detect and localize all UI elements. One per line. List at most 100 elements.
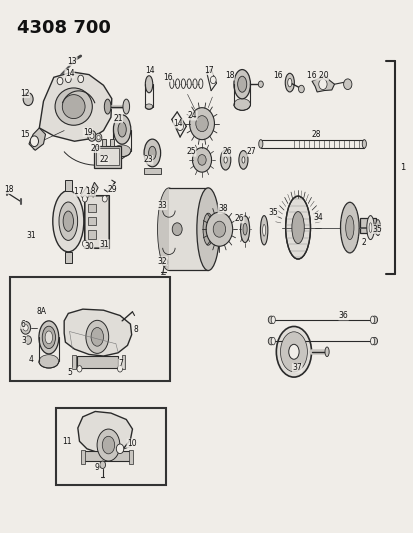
Ellipse shape <box>113 145 131 157</box>
Circle shape <box>116 444 123 454</box>
Bar <box>83 451 131 461</box>
Text: 7: 7 <box>118 359 123 368</box>
Text: 26: 26 <box>234 214 244 223</box>
Text: 4308 700: 4308 700 <box>17 19 110 37</box>
Text: 31: 31 <box>26 231 36 240</box>
Circle shape <box>192 148 211 172</box>
Text: 14: 14 <box>145 66 154 75</box>
Ellipse shape <box>285 74 294 92</box>
Ellipse shape <box>240 216 249 243</box>
Bar <box>76 356 118 368</box>
Ellipse shape <box>287 78 291 87</box>
Circle shape <box>97 135 100 140</box>
Text: 25: 25 <box>186 148 196 156</box>
Text: 38: 38 <box>217 205 227 213</box>
Ellipse shape <box>97 429 120 461</box>
Text: 24: 24 <box>187 111 197 120</box>
Polygon shape <box>81 187 90 201</box>
Ellipse shape <box>291 212 304 244</box>
Ellipse shape <box>123 99 129 114</box>
Ellipse shape <box>62 94 85 118</box>
Ellipse shape <box>42 326 55 349</box>
Circle shape <box>258 81 263 87</box>
Circle shape <box>172 223 182 236</box>
Ellipse shape <box>233 99 250 110</box>
Text: 36: 36 <box>338 311 348 320</box>
Ellipse shape <box>59 202 78 240</box>
Circle shape <box>82 196 87 202</box>
Text: 3: 3 <box>21 336 26 344</box>
Text: 6: 6 <box>20 320 25 328</box>
Ellipse shape <box>55 88 92 125</box>
Text: 17 18: 17 18 <box>74 188 95 196</box>
Bar <box>65 180 71 191</box>
Circle shape <box>102 240 107 247</box>
Polygon shape <box>90 182 98 197</box>
Text: 18: 18 <box>5 185 14 193</box>
Bar <box>129 450 133 464</box>
Text: 22: 22 <box>100 156 109 164</box>
Text: 13: 13 <box>67 57 77 66</box>
Polygon shape <box>29 128 45 150</box>
Circle shape <box>78 75 83 83</box>
Ellipse shape <box>366 215 373 240</box>
Text: 17: 17 <box>204 66 214 75</box>
Circle shape <box>268 337 273 345</box>
Text: 26: 26 <box>221 148 231 156</box>
Circle shape <box>102 196 107 202</box>
Circle shape <box>57 77 63 85</box>
Bar <box>88 217 95 225</box>
Ellipse shape <box>39 321 59 354</box>
Bar <box>85 196 108 247</box>
Circle shape <box>197 155 206 165</box>
Circle shape <box>371 316 377 324</box>
Polygon shape <box>39 72 112 141</box>
Circle shape <box>213 221 225 237</box>
Text: 2: 2 <box>360 238 365 247</box>
Text: 35: 35 <box>372 225 382 233</box>
Ellipse shape <box>145 76 152 93</box>
Circle shape <box>268 316 273 324</box>
Bar <box>81 450 85 464</box>
Circle shape <box>318 79 326 90</box>
Text: 12: 12 <box>20 89 29 98</box>
Circle shape <box>95 133 102 142</box>
Bar <box>359 218 375 233</box>
Ellipse shape <box>285 196 310 259</box>
Ellipse shape <box>237 76 246 92</box>
Ellipse shape <box>118 122 126 137</box>
Bar <box>110 139 114 146</box>
Ellipse shape <box>39 355 59 368</box>
Text: 37: 37 <box>292 364 301 372</box>
Ellipse shape <box>324 347 328 357</box>
Text: 8A: 8A <box>36 308 46 316</box>
Text: 29: 29 <box>107 185 117 193</box>
Ellipse shape <box>145 104 152 109</box>
Ellipse shape <box>85 320 108 353</box>
Circle shape <box>189 108 214 140</box>
Circle shape <box>25 336 31 344</box>
Bar <box>169 188 208 271</box>
Ellipse shape <box>220 150 230 170</box>
Circle shape <box>206 212 232 246</box>
Ellipse shape <box>113 115 131 144</box>
Bar <box>96 148 119 165</box>
Text: 30: 30 <box>84 242 94 251</box>
Text: 28: 28 <box>311 130 320 139</box>
Ellipse shape <box>271 337 275 345</box>
Text: 16 20: 16 20 <box>306 71 328 80</box>
Ellipse shape <box>148 146 156 160</box>
Text: 8: 8 <box>133 325 138 334</box>
Polygon shape <box>78 411 132 453</box>
Circle shape <box>298 85 304 93</box>
Ellipse shape <box>339 203 358 253</box>
Ellipse shape <box>275 326 311 377</box>
Circle shape <box>176 122 183 131</box>
Ellipse shape <box>53 191 83 252</box>
Ellipse shape <box>260 215 267 245</box>
Circle shape <box>343 79 351 90</box>
Ellipse shape <box>233 69 250 99</box>
Ellipse shape <box>241 157 244 163</box>
Ellipse shape <box>144 139 160 167</box>
Ellipse shape <box>91 327 103 346</box>
